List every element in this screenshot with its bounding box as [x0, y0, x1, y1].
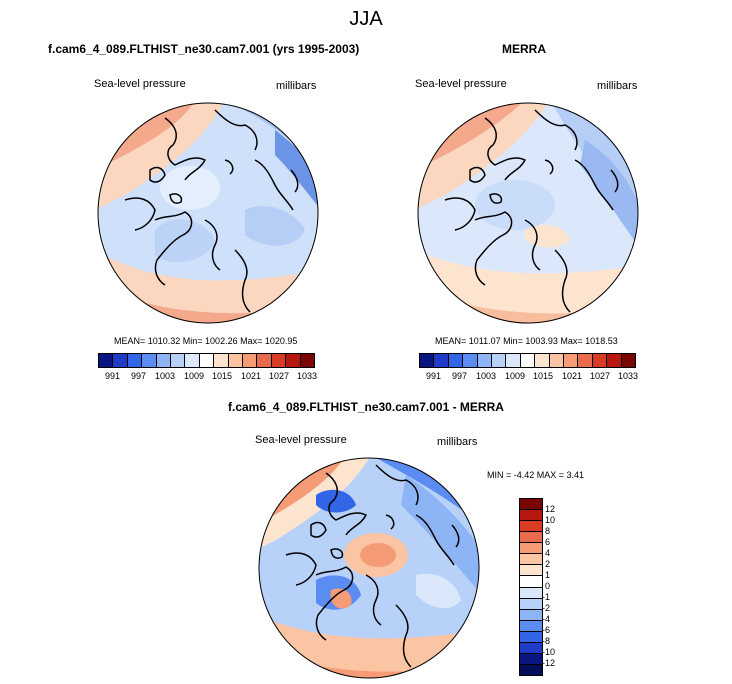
colorbar-swatch [463, 354, 478, 367]
model-units-label: millibars [276, 80, 317, 92]
obs-units-label: millibars [597, 80, 638, 92]
diff-colorbar-tick: -12 [542, 658, 556, 668]
diff-colorbar-tick: 4 [545, 548, 551, 558]
colorbar-swatch [520, 565, 542, 577]
colorbar-swatch [286, 354, 301, 367]
model-colorbar-tick: 1003 [155, 371, 176, 381]
figure-title: JJA [349, 8, 383, 30]
diff-units-label: millibars [437, 436, 478, 448]
colorbar-swatch [99, 354, 114, 367]
colorbar-swatch [243, 354, 258, 367]
diff-colorbar-tick: -1 [542, 592, 551, 602]
obs-coastlines [444, 109, 619, 313]
diff-colorbar-tick: -4 [542, 614, 551, 624]
colorbar-swatch [520, 554, 542, 566]
colorbar-swatch [506, 354, 521, 367]
model-panel-title: f.cam6_4_089.FLTHIST_ne30.cam7.001 (yrs … [48, 42, 360, 56]
diff-colorbar-tick: -8 [542, 636, 551, 646]
colorbar-swatch [592, 354, 608, 367]
colorbar-swatch [520, 521, 542, 533]
obs-colorbar-tick: 1021 [562, 371, 583, 381]
colorbar-swatch [300, 354, 315, 367]
colorbar-swatch [520, 598, 542, 610]
model-colorbar-tick: 991 [105, 371, 121, 381]
colorbar-swatch [448, 354, 464, 367]
obs-field-label: Sea-level pressure [415, 78, 507, 90]
diff-stats: MIN = -4.42 MAX = 3.41 [487, 470, 585, 480]
obs-colorbar-tick: 1033 [618, 371, 639, 381]
diff-coastlines [285, 464, 460, 668]
obs-colorbar-tick: 1027 [590, 371, 611, 381]
colorbar-swatch [520, 587, 542, 599]
colorbar-swatch [520, 664, 542, 675]
model-colorbar [98, 353, 315, 368]
colorbar-swatch [142, 354, 157, 367]
model-colorbar-tick: 1021 [241, 371, 262, 381]
colorbar-swatch [520, 631, 542, 643]
obs-colorbar-tick: 1015 [533, 371, 554, 381]
diff-colorbar-tick: 10 [545, 515, 556, 525]
colorbar-swatch [520, 576, 542, 588]
model-colorbar-tick: 1027 [269, 371, 290, 381]
model-colorbar-tick: 1033 [297, 371, 318, 381]
colorbar-swatch [520, 510, 542, 522]
obs-colorbar [419, 353, 636, 368]
colorbar-swatch [520, 609, 542, 621]
obs-colorbar-tick: 1009 [505, 371, 526, 381]
colorbar-swatch [477, 354, 493, 367]
diff-colorbar-tick: 8 [545, 526, 551, 536]
colorbar-swatch [434, 354, 449, 367]
model-colorbar-tick: 1015 [212, 371, 233, 381]
colorbar-swatch [257, 354, 272, 367]
colorbar-swatch [621, 354, 636, 367]
colorbar-swatch [185, 354, 200, 367]
obs-polar-map [417, 102, 639, 324]
obs-stats: MEAN= 1011.07 Min= 1003.93 Max= 1018.53 [435, 336, 618, 346]
diff-colorbar-tick: -10 [542, 647, 556, 657]
colorbar-swatch [520, 354, 536, 367]
colorbar-swatch [520, 653, 542, 665]
colorbar-swatch [564, 354, 579, 367]
colorbar-swatch [578, 354, 593, 367]
model-stats: MEAN= 1010.32 Min= 1002.26 Max= 1020.95 [114, 336, 298, 346]
colorbar-swatch [214, 354, 229, 367]
diff-colorbar-tick: 1 [545, 570, 551, 580]
colorbar-swatch [520, 499, 542, 511]
colorbar-swatch [171, 354, 186, 367]
obs-colorbar-tick: 1003 [476, 371, 497, 381]
model-colorbar-tick: 997 [131, 371, 147, 381]
colorbar-swatch [520, 642, 542, 654]
diff-field-label: Sea-level pressure [255, 434, 347, 446]
colorbar-swatch [607, 354, 622, 367]
obs-panel-title: MERRA [502, 42, 546, 56]
colorbar-swatch [520, 620, 542, 632]
diff-colorbar-tick: -6 [542, 625, 551, 635]
colorbar-swatch [535, 354, 550, 367]
diff-colorbar-tick: 2 [545, 559, 551, 569]
colorbar-swatch [520, 543, 542, 555]
obs-colorbar-tick: 997 [452, 371, 468, 381]
colorbar-swatch [492, 354, 507, 367]
diff-colorbar-tick: 6 [545, 537, 551, 547]
colorbar-swatch [199, 354, 215, 367]
model-coastlines [124, 109, 299, 313]
colorbar-swatch [113, 354, 128, 367]
model-field-label: Sea-level pressure [94, 78, 186, 90]
diff-colorbar-tick: 12 [545, 504, 556, 514]
colorbar-swatch [271, 354, 287, 367]
diff-colorbar-tick: 0 [545, 581, 551, 591]
colorbar-swatch [127, 354, 143, 367]
colorbar-swatch [228, 354, 244, 367]
diff-panel-title: f.cam6_4_089.FLTHIST_ne30.cam7.001 - MER… [228, 400, 504, 414]
colorbar-swatch [156, 354, 172, 367]
model-colorbar-tick: 1009 [184, 371, 205, 381]
obs-colorbar-tick: 991 [426, 371, 442, 381]
diff-colorbar-tick: -2 [542, 603, 551, 613]
diff-polar-map [258, 457, 480, 679]
colorbar-swatch [520, 532, 542, 544]
colorbar-swatch [549, 354, 565, 367]
diff-colorbar [519, 498, 543, 676]
model-polar-map [97, 102, 319, 324]
colorbar-swatch [420, 354, 435, 367]
